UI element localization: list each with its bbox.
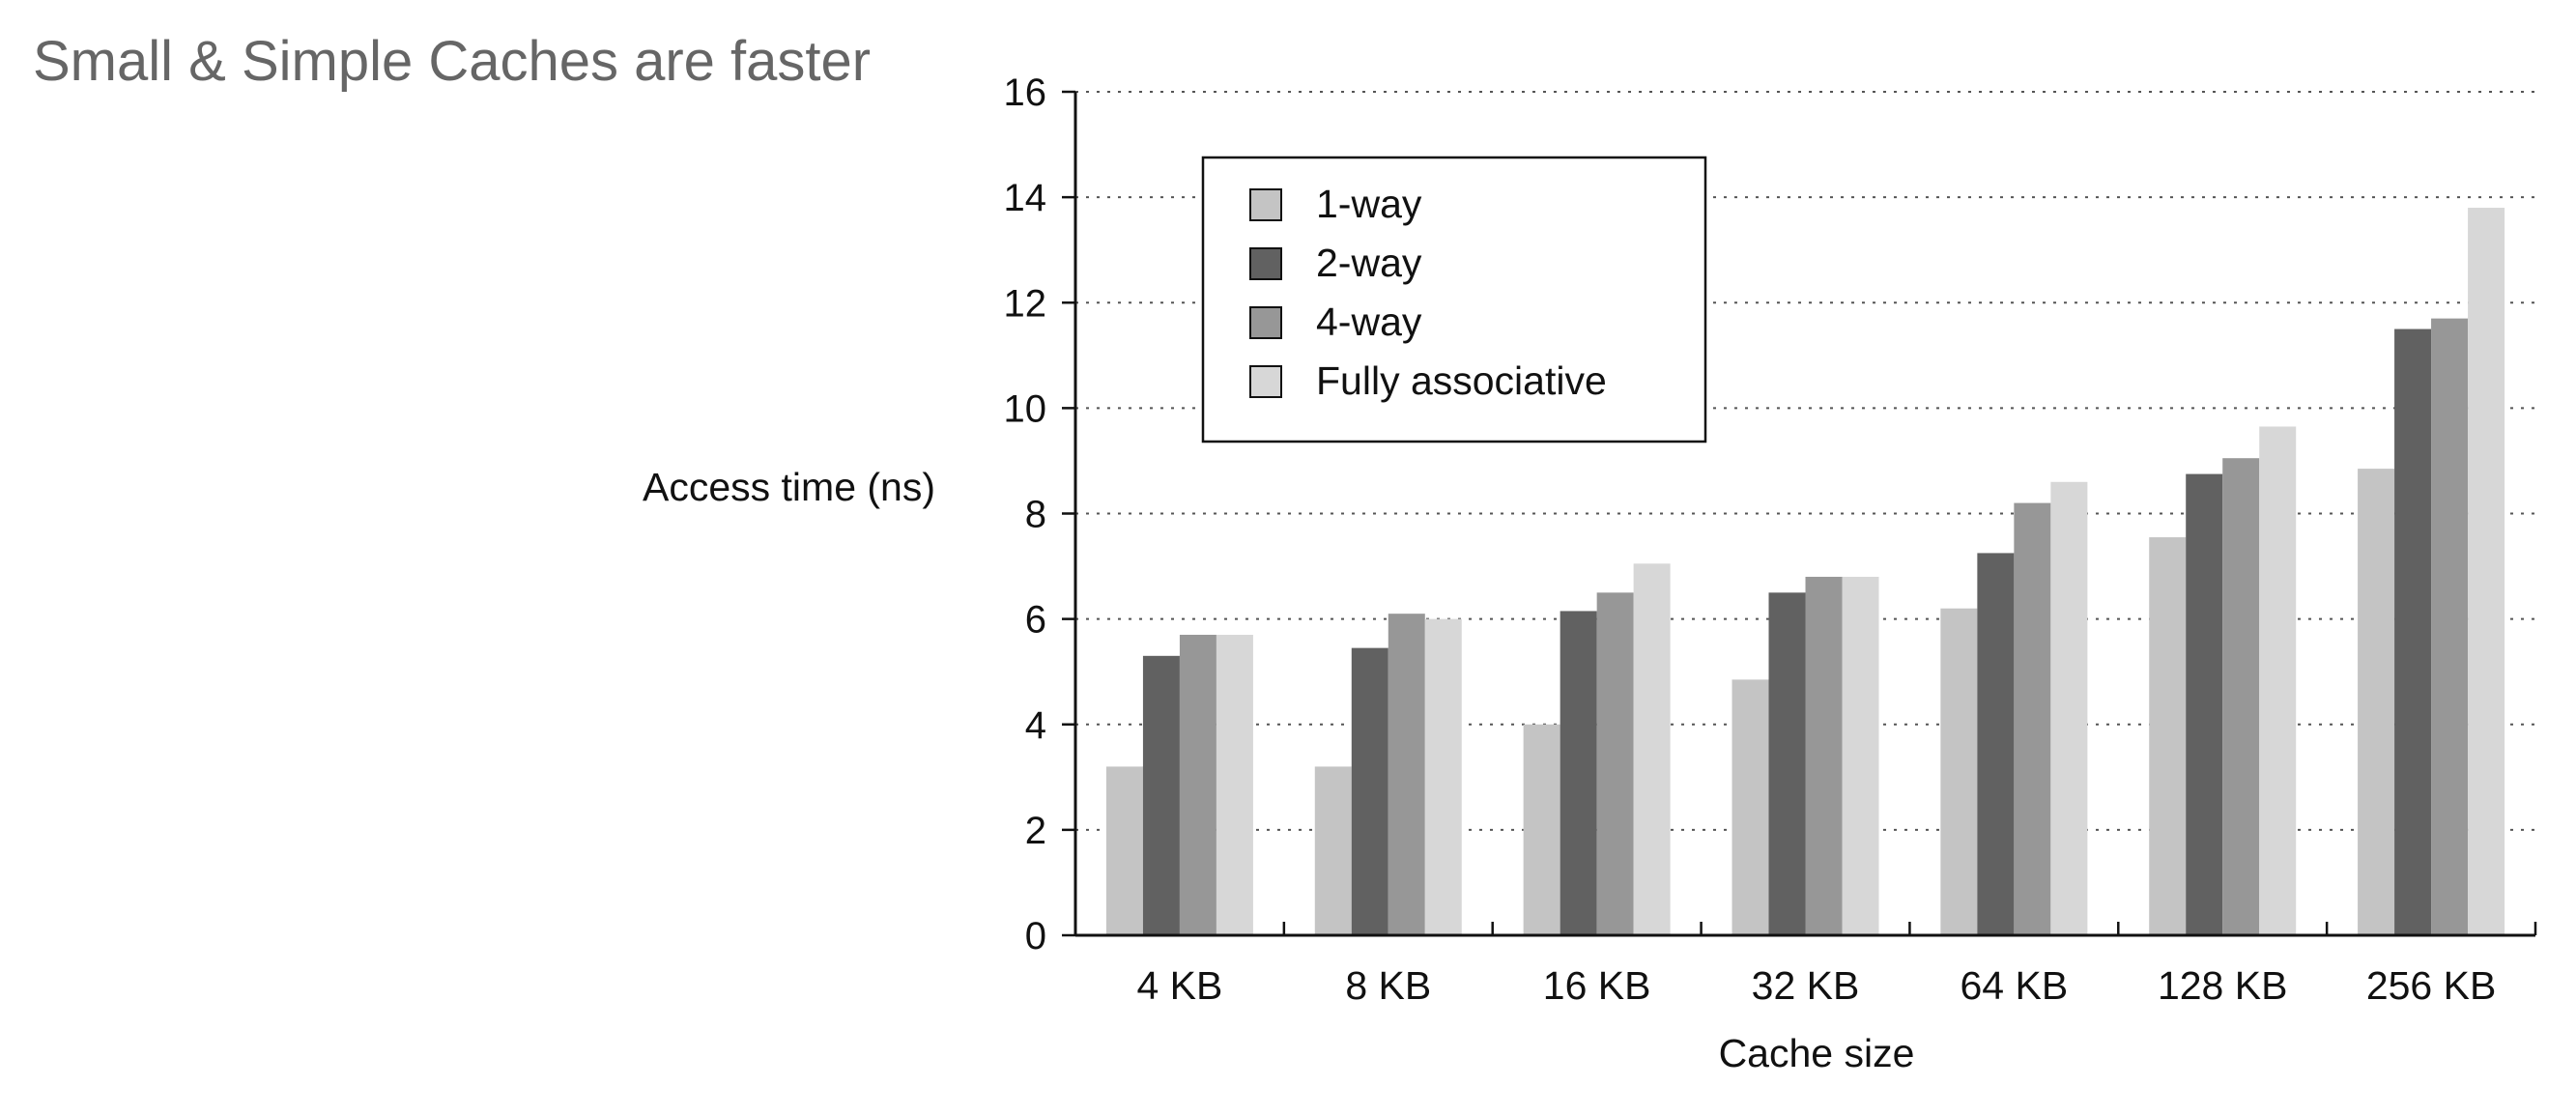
y-tick-label: 2: [1025, 810, 1046, 852]
bar: [1351, 647, 1388, 935]
y-tick-label: 10: [1004, 387, 1047, 430]
y-tick-label: 0: [1025, 915, 1046, 958]
y-tick-label: 8: [1025, 494, 1046, 536]
bar: [2394, 329, 2432, 935]
legend-swatch: [1249, 306, 1282, 339]
y-tick-label: 6: [1025, 599, 1046, 642]
legend-swatch: [1249, 365, 1282, 398]
x-tick-label: 4 KB: [1136, 963, 1222, 1008]
bar: [1977, 553, 2015, 935]
legend: 1-way 2-way 4-way Fully associative: [1201, 156, 1707, 443]
bar: [1560, 611, 1597, 935]
bar: [2468, 208, 2505, 936]
x-tick-label: 64 KB: [1961, 963, 2069, 1008]
y-tick-label: 14: [1004, 177, 1047, 219]
x-tick-label: 8 KB: [1345, 963, 1431, 1008]
bar: [2186, 473, 2223, 935]
bar: [1142, 655, 1180, 935]
x-tick-label: 256 KB: [2366, 963, 2497, 1008]
y-tick-labels: 0 2 4 6 8 10 12 14 16: [1004, 71, 1047, 958]
bar: [1768, 592, 1806, 935]
bar: [2358, 469, 2395, 935]
bar: [1842, 576, 1879, 935]
bar: [1105, 766, 1143, 935]
x-tick-labels: 4 KB 8 KB 16 KB 32 KB 64 KB 128 KB 256 KB: [1136, 963, 2496, 1008]
bar: [1523, 724, 1560, 935]
axes: [1062, 90, 2537, 937]
bar: [1940, 608, 1978, 935]
bar: [1388, 614, 1425, 935]
legend-label: 1-way: [1316, 182, 1422, 226]
bar: [2222, 458, 2260, 935]
legend-box: [1201, 156, 1707, 443]
legend-label: Fully associative: [1316, 358, 1607, 403]
bar: [1216, 634, 1253, 935]
bar: [2431, 318, 2469, 935]
x-tick-label: 16 KB: [1543, 963, 1651, 1008]
bar: [2259, 426, 2297, 935]
y-tick-label: 4: [1025, 704, 1046, 747]
legend-swatch: [1249, 247, 1282, 280]
bars: [1105, 208, 2505, 936]
y-tick-label: 12: [1004, 282, 1047, 325]
legend-label: 4-way: [1316, 300, 1422, 344]
bar: [1314, 766, 1352, 935]
bar: [2050, 481, 2088, 935]
bar: [2149, 537, 2187, 935]
legend-items: 1-way 2-way 4-way Fully associative: [1249, 182, 1607, 403]
y-tick-label: 16: [1004, 71, 1047, 114]
x-tick-label: 128 KB: [2158, 963, 2288, 1008]
bar: [1633, 563, 1671, 935]
y-axis-label: Access time (ns): [643, 465, 935, 509]
slide-title: Small & Simple Caches are faster: [33, 30, 872, 93]
legend-swatch: [1249, 188, 1282, 221]
bar: [2014, 502, 2051, 935]
bar: [1732, 679, 1769, 935]
x-axis-label: Cache size: [1719, 1031, 1915, 1075]
legend-label: 2-way: [1316, 241, 1422, 285]
bar: [1424, 618, 1462, 935]
x-tick-label: 32 KB: [1752, 963, 1860, 1008]
bar: [1596, 592, 1634, 935]
bar: [1805, 576, 1843, 935]
bar: [1179, 634, 1216, 935]
